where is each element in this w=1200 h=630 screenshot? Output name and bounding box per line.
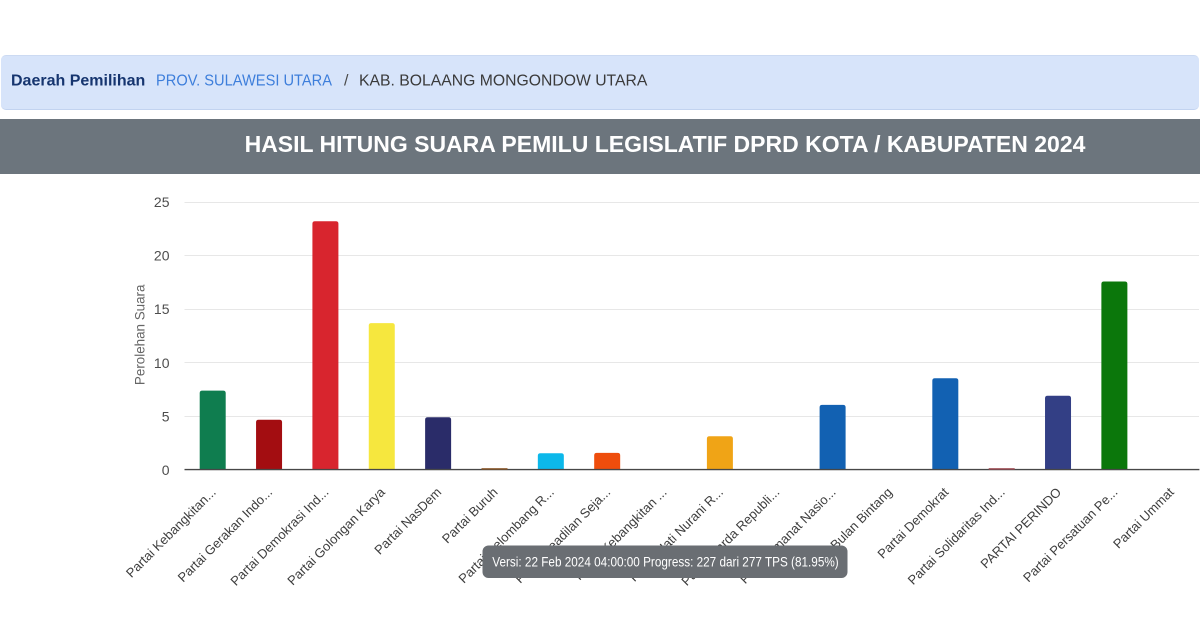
svg-text:Partai Persatuan Pe...: Partai Persatuan Pe... xyxy=(1020,485,1121,586)
svg-text:10: 10 xyxy=(154,355,170,371)
svg-text:20: 20 xyxy=(154,248,170,264)
svg-text:Partai Golongan Karya: Partai Golongan Karya xyxy=(284,484,388,588)
svg-text:25: 25 xyxy=(154,194,170,210)
svg-text:5: 5 xyxy=(162,408,170,424)
svg-text:Partai Demokrasi Ind...: Partai Demokrasi Ind... xyxy=(227,485,331,589)
svg-text:15: 15 xyxy=(154,301,170,317)
svg-text:Perolehan Suara: Perolehan Suara xyxy=(133,284,148,385)
svg-text:Partai Kebangkitan...: Partai Kebangkitan... xyxy=(123,485,219,581)
svg-text:Partai Ummat: Partai Ummat xyxy=(1110,484,1177,551)
svg-text:Versi: 22 Feb 2024 04:00:00 Pr: Versi: 22 Feb 2024 04:00:00 Progress: 22… xyxy=(492,555,838,570)
svg-text:Partai Buruh: Partai Buruh xyxy=(439,485,501,547)
svg-text:Partai Solidaritas Ind...: Partai Solidaritas Ind... xyxy=(905,485,1008,588)
svg-text:Partai Gerakan Indo...: Partai Gerakan Indo... xyxy=(175,485,276,586)
svg-text:0: 0 xyxy=(162,462,170,478)
